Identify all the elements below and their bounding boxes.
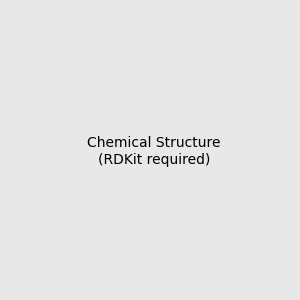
Text: Chemical Structure
(RDKit required): Chemical Structure (RDKit required) bbox=[87, 136, 220, 166]
